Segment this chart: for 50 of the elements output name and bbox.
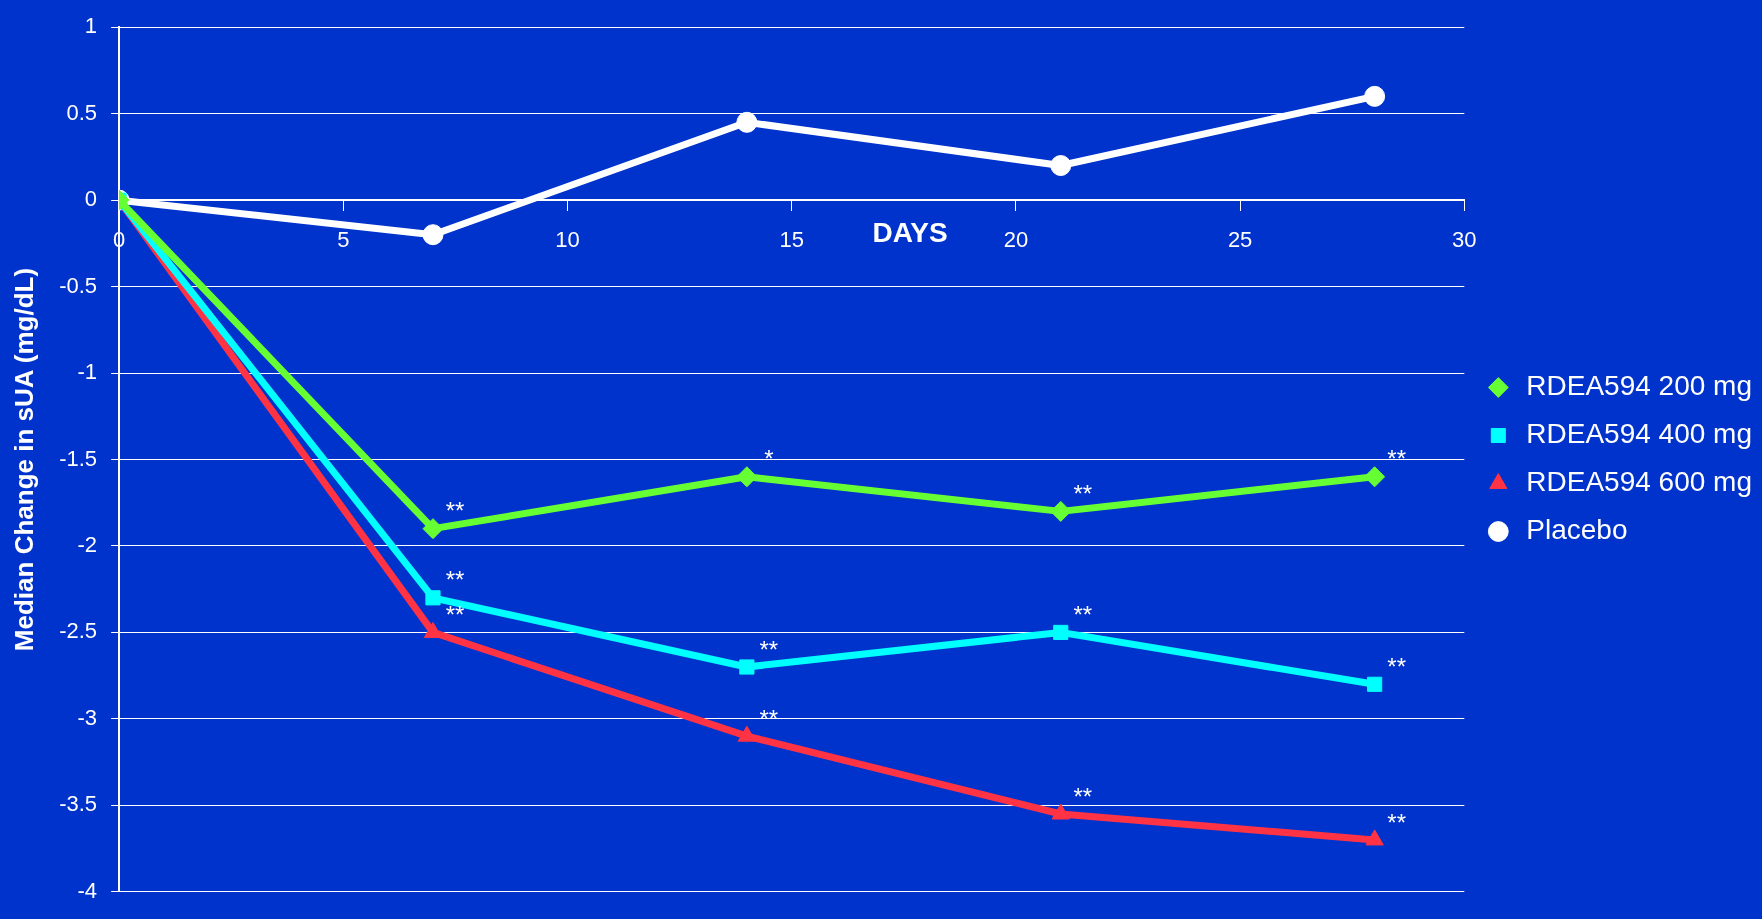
- x-tick-label: 30: [1452, 227, 1477, 253]
- x-tick-label: 15: [779, 227, 804, 253]
- annotation: **: [1073, 782, 1093, 810]
- point: [1050, 155, 1072, 177]
- point: [1365, 829, 1384, 846]
- y-tick-label: -4: [77, 877, 98, 903]
- annotation: **: [445, 566, 465, 594]
- annotation: **: [1387, 808, 1406, 836]
- point: [736, 111, 758, 133]
- y-tick-label: -2: [77, 532, 98, 558]
- x-tick-label: 5: [337, 227, 350, 253]
- y-tick-label: -2.5: [59, 618, 98, 644]
- x-axis-title: DAYS: [872, 216, 948, 248]
- y-tick-label: 0.5: [66, 99, 98, 125]
- y-tick-label: -1: [77, 359, 98, 385]
- y-tick-label: -0.5: [59, 272, 98, 298]
- y-tick-label: -3: [77, 704, 98, 730]
- point: [1051, 803, 1070, 820]
- point: [1053, 624, 1069, 640]
- legend-label: RDEA594 600 mg: [1526, 466, 1753, 498]
- annotation: **: [1387, 445, 1406, 473]
- point: [736, 466, 758, 488]
- point: [1364, 85, 1386, 107]
- point: [425, 590, 441, 606]
- annotation: **: [759, 704, 779, 732]
- y-tick-label: -3.5: [59, 791, 98, 817]
- annotation: **: [445, 497, 465, 525]
- point: [739, 659, 755, 675]
- annotation: **: [1073, 480, 1093, 507]
- legend-label: Placebo: [1526, 514, 1628, 546]
- annotation: **: [445, 601, 465, 629]
- point: [1364, 466, 1386, 488]
- point: [1367, 676, 1383, 692]
- y-tick-label: 0: [84, 186, 98, 212]
- x-tick-label: 25: [1227, 227, 1253, 253]
- y-tick-label: 1: [84, 13, 98, 39]
- annotation: *: [764, 445, 774, 473]
- x-tick-label: 20: [1003, 227, 1029, 253]
- point: [737, 725, 757, 742]
- annotation: **: [1073, 601, 1093, 629]
- annotation: **: [759, 635, 779, 663]
- y-axis-title: Median Change in sUA (mg/dL): [8, 267, 39, 652]
- x-tick-label: 10: [555, 227, 580, 253]
- legend-label: RDEA594 200 mg: [1526, 370, 1753, 402]
- legend-label: RDEA594 400 mg: [1526, 418, 1753, 450]
- annotation: **: [1387, 652, 1406, 680]
- y-tick-label: -1.5: [59, 445, 98, 471]
- point: [422, 224, 444, 246]
- point: [422, 518, 444, 540]
- point: [1050, 500, 1072, 522]
